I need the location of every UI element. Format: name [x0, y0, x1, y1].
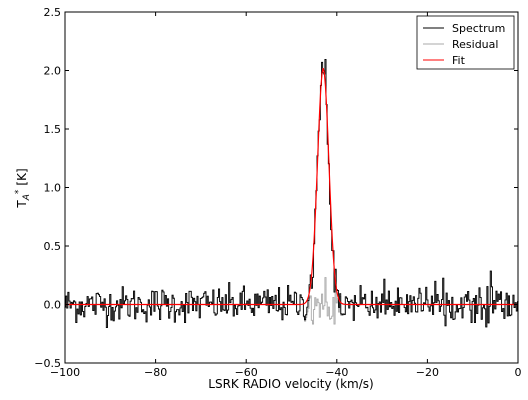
svg-text:TA*[K]: TA*[K]	[14, 168, 32, 208]
y-tick-label: 1.0	[44, 182, 62, 195]
y-tick-label: 0.5	[44, 240, 62, 253]
y-axis-label-unit: [K]	[15, 168, 29, 185]
x-axis-label: LSRK RADIO velocity (km/s)	[208, 377, 373, 391]
y-axis-label-subscript: A	[22, 194, 32, 201]
legend-label-spectrum: Spectrum	[452, 22, 505, 35]
x-tick-label: −80	[144, 366, 167, 379]
y-axis-label-superscript: *	[14, 189, 24, 194]
y-tick-label: 0.0	[44, 299, 62, 312]
y-tick-label: 2.5	[44, 6, 62, 19]
y-tick-label: 2.0	[44, 65, 62, 78]
x-tick-label: 0	[515, 366, 522, 379]
legend: Spectrum Residual Fit	[417, 16, 514, 69]
y-axis-label: TA*[K]	[14, 168, 32, 208]
y-tick-label: −0.5	[34, 357, 61, 370]
x-tick-label: −20	[416, 366, 439, 379]
y-tick-label: 1.5	[44, 123, 62, 136]
legend-label-residual: Residual	[452, 38, 498, 51]
legend-label-fit: Fit	[452, 54, 466, 67]
